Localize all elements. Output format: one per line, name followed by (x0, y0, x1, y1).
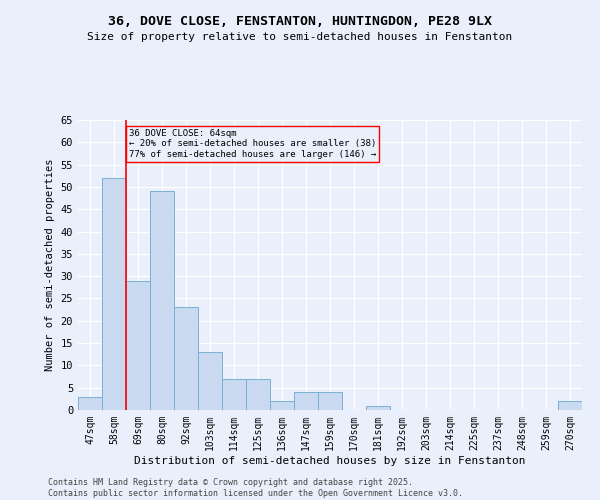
Bar (318, 392, 342, 410)
Text: 36, DOVE CLOSE, FENSTANTON, HUNTINGDON, PE28 9LX: 36, DOVE CLOSE, FENSTANTON, HUNTINGDON, … (108, 15, 492, 28)
Bar (102, 178, 126, 410)
Bar (294, 392, 318, 410)
Text: Contains HM Land Registry data © Crown copyright and database right 2025.
Contai: Contains HM Land Registry data © Crown c… (48, 478, 463, 498)
Y-axis label: Number of semi-detached properties: Number of semi-detached properties (45, 159, 55, 371)
Bar (78, 396, 102, 410)
Bar (126, 280, 150, 410)
Bar (270, 401, 294, 410)
Bar (222, 379, 246, 410)
X-axis label: Distribution of semi-detached houses by size in Fenstanton: Distribution of semi-detached houses by … (134, 456, 526, 466)
Bar (246, 379, 270, 410)
Bar (150, 192, 174, 410)
Bar (198, 352, 222, 410)
Text: Size of property relative to semi-detached houses in Fenstanton: Size of property relative to semi-detach… (88, 32, 512, 42)
Text: 36 DOVE CLOSE: 64sqm
← 20% of semi-detached houses are smaller (38)
77% of semi-: 36 DOVE CLOSE: 64sqm ← 20% of semi-detac… (129, 129, 376, 158)
Bar (366, 406, 390, 410)
Bar (558, 401, 582, 410)
Bar (174, 308, 198, 410)
